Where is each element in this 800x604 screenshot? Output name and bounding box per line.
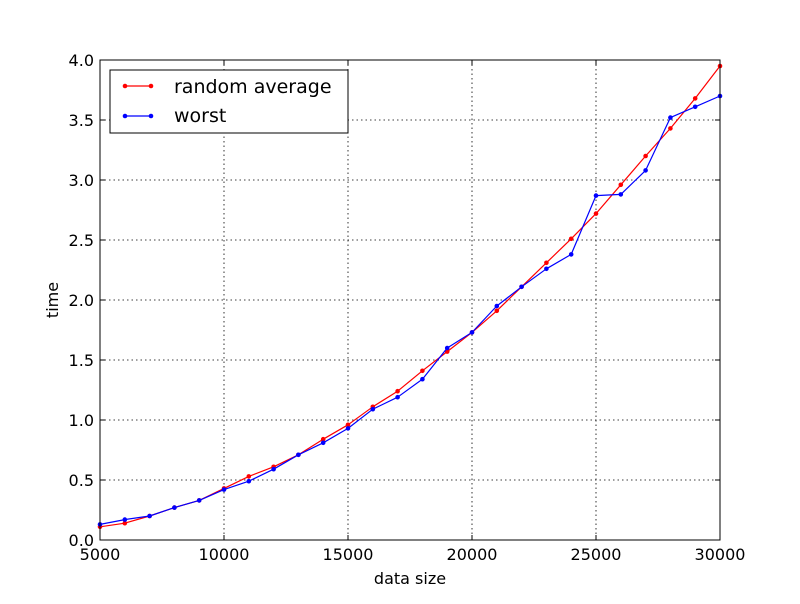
- legend-box: [109, 69, 349, 134]
- data-point-random-average: [692, 96, 698, 101]
- data-point-worst: [122, 517, 128, 522]
- y-tick-labels: 0.0 0.5 1.0 1.5 2.0 2.5 3.0 3.5 4.0: [69, 51, 94, 550]
- legend-label-worst: worst: [174, 105, 226, 127]
- y-tick-label: 3.5: [69, 111, 94, 130]
- data-point-worst: [692, 104, 698, 110]
- data-point-random-average: [593, 211, 599, 216]
- x-tick-label: 25000: [571, 545, 622, 564]
- data-point-worst: [444, 345, 450, 351]
- data-point-random-average: [643, 153, 648, 159]
- legend-item-random-average: random average: [122, 76, 332, 98]
- y-tick-label: 2.5: [69, 231, 94, 250]
- series-line-worst: [99, 95, 721, 525]
- data-point-random-average: [320, 436, 326, 442]
- data-point-worst: [395, 394, 400, 400]
- data-point-worst: [568, 252, 574, 257]
- x-tick-label: 5000: [80, 545, 121, 564]
- y-tick-label: 4.0: [69, 51, 94, 70]
- data-point-worst: [147, 513, 152, 519]
- data-point-random-average: [618, 182, 624, 188]
- data-point-worst: [246, 478, 252, 484]
- data-point-random-average: [395, 388, 400, 394]
- series-group: [97, 63, 723, 530]
- y-tick-label: 3.0: [69, 171, 94, 190]
- x-axis-label: data size: [374, 569, 446, 588]
- legend: random average worst: [109, 69, 349, 134]
- data-point-worst: [643, 168, 648, 173]
- y-tick-label: 1.5: [69, 351, 94, 370]
- data-point-worst: [320, 440, 326, 446]
- data-point-random-average: [444, 349, 450, 354]
- legend-marker-random-average: [122, 83, 128, 89]
- plot-area: [100, 60, 720, 540]
- data-point-worst: [469, 330, 475, 335]
- x-tick-label: 20000: [447, 545, 498, 564]
- data-point-worst: [593, 193, 599, 198]
- grid: [100, 60, 720, 540]
- data-point-random-average: [494, 308, 500, 314]
- data-point-random-average: [668, 126, 673, 131]
- legend-marker-worst: [148, 113, 154, 119]
- x-tick-labels: 5000 10000 15000 20000 25000 30000: [80, 545, 746, 564]
- legend-label-random-average: random average: [174, 76, 332, 98]
- legend-marker-random-average: [148, 83, 154, 89]
- plot-frame: [99, 59, 721, 541]
- x-tick-label: 10000: [199, 545, 250, 564]
- data-point-worst: [519, 284, 524, 290]
- data-point-worst: [345, 426, 351, 431]
- data-point-worst: [271, 466, 276, 472]
- y-tick-label: 2.0: [69, 291, 94, 310]
- y-tick-label: 0.5: [69, 471, 94, 490]
- y-tick-label: 1.0: [69, 411, 94, 430]
- data-point-worst: [196, 498, 202, 503]
- y-tick-label: 0.0: [69, 531, 94, 550]
- data-point-random-average: [568, 236, 574, 242]
- legend-marker-worst: [122, 113, 128, 119]
- x-tick-label: 15000: [323, 545, 374, 564]
- data-point-random-average: [122, 520, 128, 526]
- data-point-worst: [172, 505, 177, 510]
- data-point-worst: [668, 115, 673, 120]
- legend-item-worst: worst: [122, 105, 226, 127]
- data-point-random-average: [420, 368, 425, 374]
- data-point-worst: [296, 452, 301, 458]
- data-point-random-average: [544, 260, 549, 266]
- data-point-worst: [494, 303, 500, 309]
- data-point-random-average: [246, 474, 252, 479]
- series-worst: [97, 93, 723, 527]
- data-point-worst: [420, 376, 425, 382]
- y-axis-label: time: [43, 282, 62, 318]
- data-point-worst: [618, 192, 624, 197]
- data-point-worst: [221, 487, 227, 492]
- x-tick-label: 30000: [695, 545, 746, 564]
- data-point-worst: [544, 266, 549, 272]
- data-point-random-average: [345, 422, 351, 428]
- data-point-worst: [370, 406, 376, 412]
